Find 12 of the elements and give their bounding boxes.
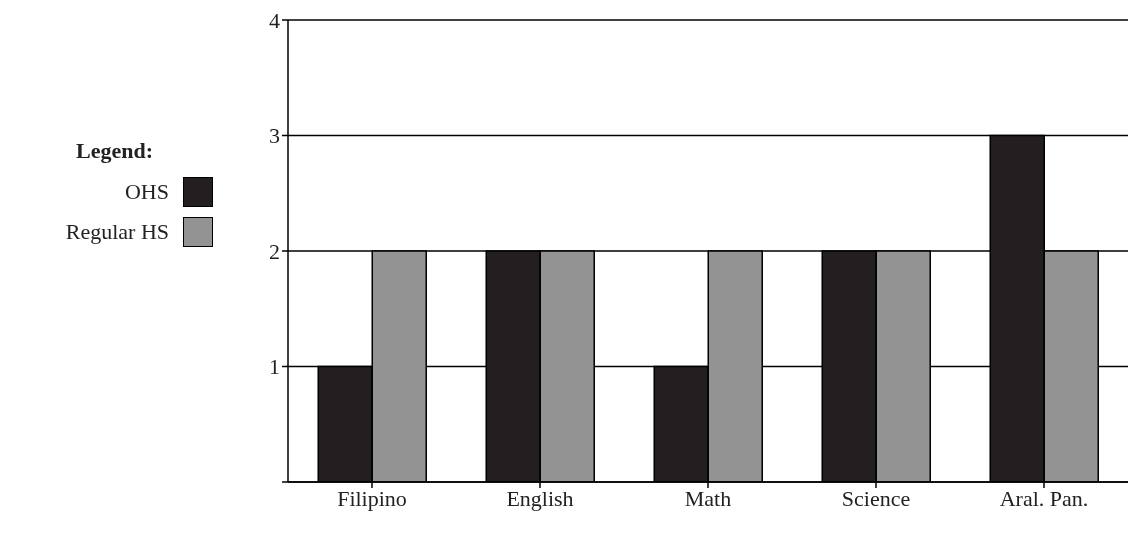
x-tick-label: Aral. Pan. bbox=[999, 485, 1089, 511]
x-tick-label: English bbox=[506, 485, 574, 511]
legend-label: Regular HS bbox=[65, 219, 169, 245]
x-tick-label: Filipino bbox=[337, 485, 407, 511]
y-tick-label: 1 bbox=[269, 354, 280, 380]
y-tick-label: 2 bbox=[269, 238, 280, 264]
x-tick-label: Math bbox=[684, 485, 732, 511]
x-tick-label: Science bbox=[841, 485, 911, 511]
legend-label: OHS bbox=[124, 179, 169, 205]
y-tick-label: 4 bbox=[269, 7, 280, 33]
legend-title: Legend: bbox=[75, 138, 153, 164]
y-tick-label: 3 bbox=[269, 123, 280, 149]
